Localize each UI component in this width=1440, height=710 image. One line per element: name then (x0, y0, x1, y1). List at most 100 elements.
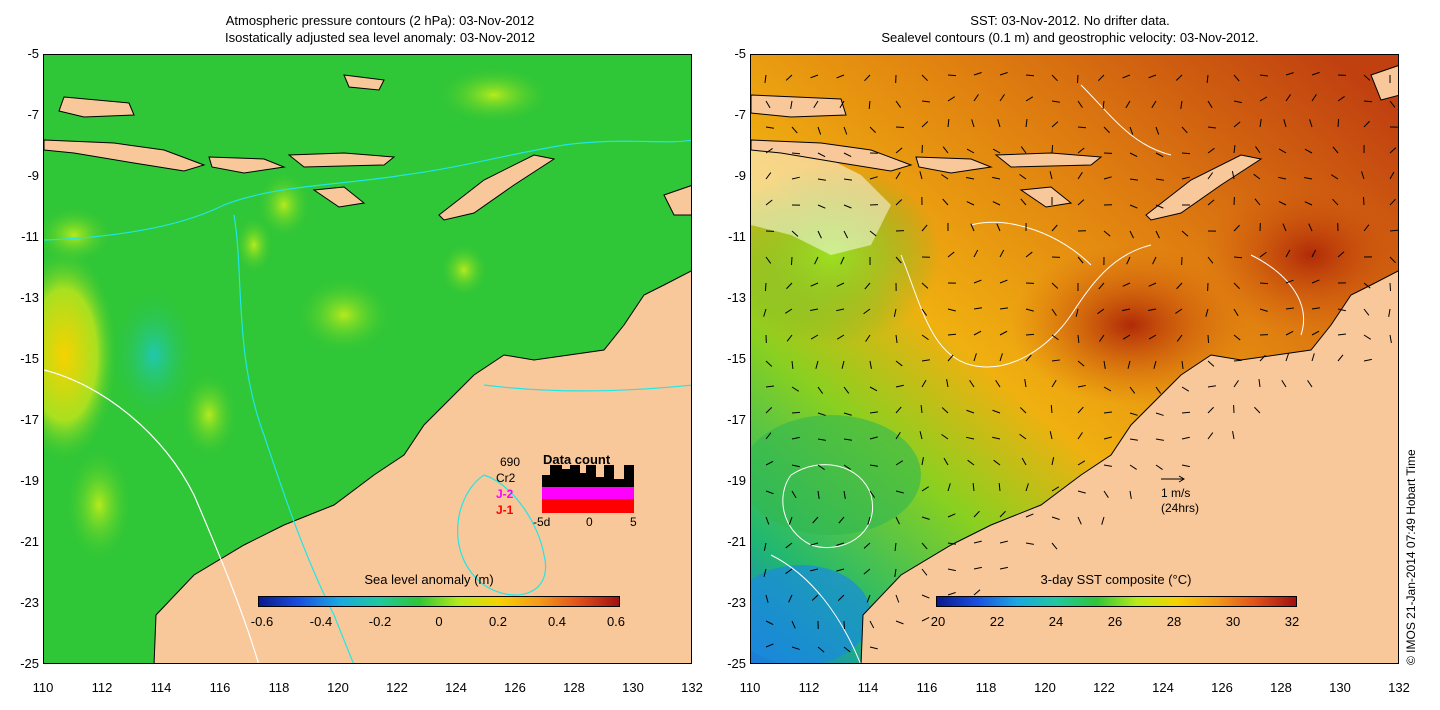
velocity-arrow (947, 542, 956, 545)
velocity-arrow (999, 540, 1008, 544)
velocity-arrow (1254, 198, 1261, 206)
velocity-arrow (1051, 359, 1060, 362)
velocity-arrow (1389, 256, 1396, 264)
colorbar-tick-label: 24 (1048, 614, 1064, 629)
velocity-arrow (947, 513, 956, 518)
velocity-arrow (1155, 438, 1164, 441)
velocity-arrow (765, 594, 769, 603)
velocity-arrow (765, 360, 773, 367)
lon-tick-label: 110 (32, 680, 54, 695)
velocity-arrow (1051, 224, 1058, 232)
geostrophic-velocity-arrows (763, 71, 1398, 653)
velocity-arrow (786, 282, 793, 290)
lon-tick-label: 128 (563, 680, 585, 695)
lat-tick-label: -19 (727, 473, 746, 488)
velocity-arrow (869, 436, 878, 440)
colorbar-tick-label: 32 (1284, 614, 1300, 629)
velocity-arrow (947, 308, 956, 312)
velocity-arrow (1259, 282, 1269, 285)
velocity-arrow (1233, 282, 1240, 290)
velocity-arrow (791, 646, 800, 650)
velocity-arrow (810, 542, 819, 546)
velocity-arrow (1337, 308, 1346, 312)
velocity-arrow (1129, 386, 1136, 394)
velocity-arrow (1155, 386, 1162, 394)
lon-tick-label: 116 (916, 680, 938, 695)
left-map-title-line2: Isostatically adjusted sea level anomaly… (224, 30, 535, 45)
velocity-arrow (1180, 100, 1183, 109)
velocity-arrow (966, 176, 975, 180)
lon-tick-label: 128 (1270, 680, 1292, 695)
velocity-arrow (863, 568, 871, 575)
velocity-arrow (843, 386, 850, 394)
velocity-arrow (920, 404, 923, 414)
satellite-j2: J-2 (496, 487, 514, 501)
velocity-arrow (997, 119, 1001, 128)
velocity-arrow (999, 72, 1008, 76)
lat-tick-label: -23 (20, 595, 39, 610)
lat-tick-label: -5 (734, 46, 746, 61)
velocity-arrow (999, 510, 1006, 518)
velocity-arrow (895, 334, 898, 343)
velocity-arrow (947, 333, 957, 336)
velocity-arrow (1099, 334, 1105, 342)
velocity-arrow (1181, 126, 1188, 134)
velocity-arrow (1051, 100, 1060, 103)
velocity-arrow (791, 490, 797, 499)
lat-tick-label: -21 (20, 534, 39, 549)
velocity-arrow (895, 490, 904, 494)
velocity-arrow (764, 74, 767, 83)
velocity-arrow (894, 542, 897, 552)
lon-tick-label: 120 (327, 680, 349, 695)
velocity-arrow (1025, 118, 1028, 128)
lat-tick-label: -23 (727, 595, 746, 610)
sea-level-anomaly-map: Sea level anomaly (m) (43, 54, 692, 664)
velocity-arrow (999, 330, 1008, 336)
velocity-arrow (1207, 100, 1213, 109)
lon-tick-label: 122 (1093, 680, 1115, 695)
velocity-arrow (1148, 334, 1157, 340)
velocity-arrow (947, 96, 955, 102)
velocity-arrow (863, 542, 871, 549)
velocity-arrow (1103, 360, 1106, 369)
velocity-arrow (1155, 204, 1164, 209)
colorbar-tick-label: 28 (1166, 614, 1182, 629)
velocity-arrow (1175, 308, 1183, 314)
velocity-arrow (1207, 334, 1210, 344)
velocity-arrow (1311, 307, 1320, 310)
right-map-title-line2: Sealevel contours (0.1 m) and geostrophi… (881, 30, 1259, 45)
velocity-arrow (1304, 148, 1313, 154)
velocity-arrow (817, 152, 826, 158)
velocity-arrow (1389, 147, 1397, 154)
velocity-arrow (763, 308, 767, 317)
velocity-arrow (814, 256, 819, 265)
velocity-arrow (869, 620, 875, 629)
velocity-arrow (864, 74, 871, 82)
velocity-arrow (843, 412, 852, 416)
satellite-j1: J-1 (496, 503, 514, 517)
velocity-arrow (1103, 230, 1111, 237)
velocity-arrow (919, 431, 923, 440)
velocity-arrow (1050, 404, 1053, 414)
velocity-arrow (836, 282, 845, 287)
velocity-arrow (1233, 256, 1243, 259)
velocity-arrow (841, 360, 845, 369)
velocity-arrow (765, 620, 774, 625)
velocity-arrow (1181, 176, 1190, 180)
colorbar-tick-label: 30 (1225, 614, 1241, 629)
velocity-arrow (765, 385, 774, 388)
velocity-arrow (1077, 334, 1080, 344)
velocity-arrow (1155, 126, 1160, 135)
velocity-arrow (973, 510, 980, 518)
velocity-arrow (947, 74, 957, 77)
velocity-arrow (1176, 334, 1183, 342)
velocity-arrow (1103, 411, 1113, 414)
velocity-arrow (811, 594, 819, 601)
velocity-arrow (895, 126, 905, 129)
velocity-arrow (921, 457, 924, 466)
velocity-arrow (1077, 199, 1085, 206)
velocity-arrow (1233, 334, 1241, 341)
velocity-arrow (1129, 126, 1134, 135)
velocity-arrow (1126, 256, 1131, 265)
sst-colorbar-title: 3-day SST composite (°C) (1041, 572, 1192, 587)
